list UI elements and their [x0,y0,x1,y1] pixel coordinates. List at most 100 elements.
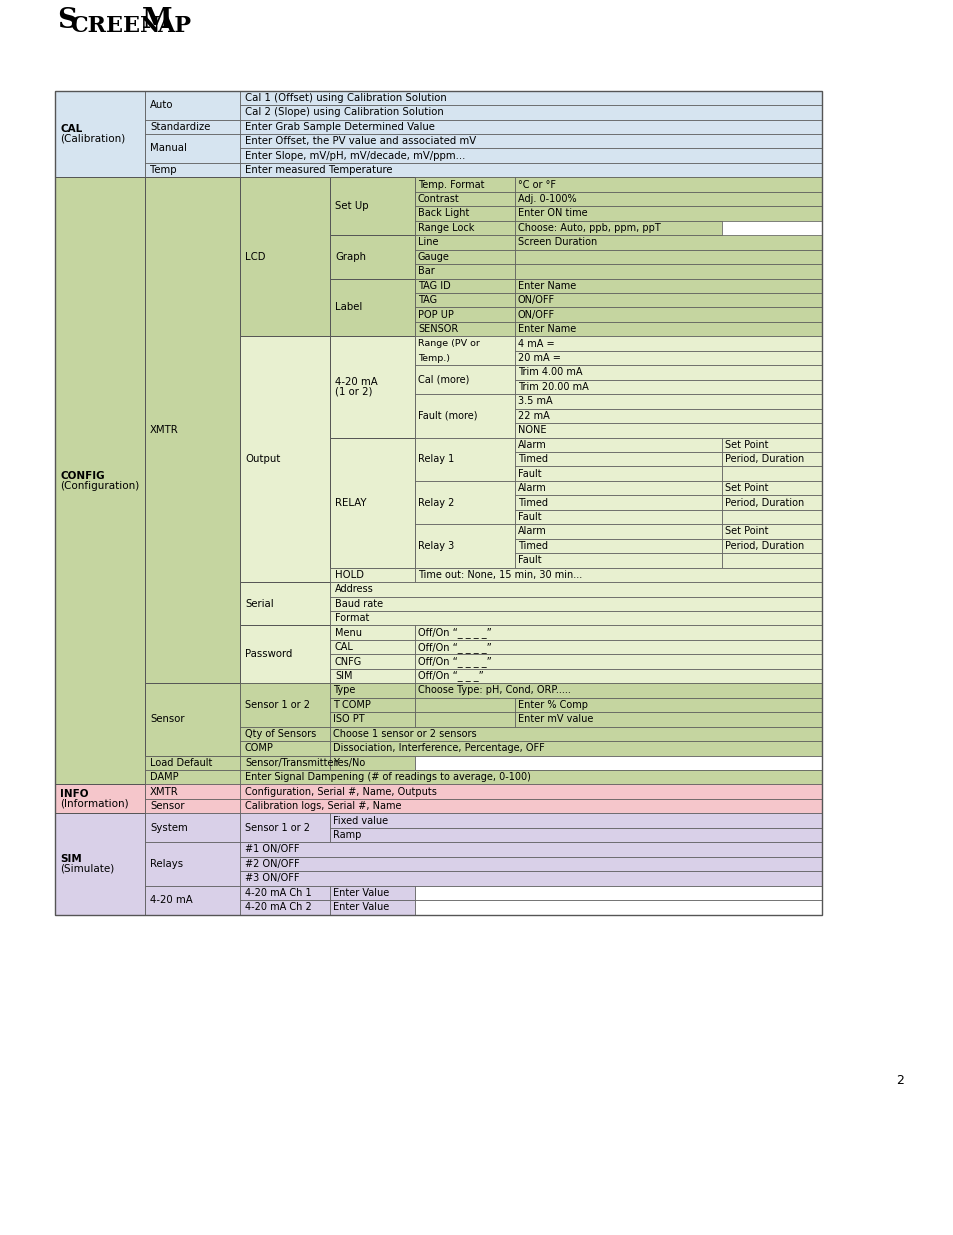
Text: Trim 4.00 mA: Trim 4.00 mA [517,368,582,378]
Bar [145,178,240,683]
Bar [515,221,721,235]
Bar [515,713,821,726]
Text: Choose Type: pH, Cond, ORP.....: Choose Type: pH, Cond, ORP..... [417,685,570,695]
Text: Sensor: Sensor [150,802,184,811]
Text: Cal 1 (Offset) using Calibration Solution: Cal 1 (Offset) using Calibration Solutio… [245,93,446,103]
Text: Password: Password [245,650,292,659]
Text: Address: Address [335,584,374,594]
Bar [330,568,415,582]
Text: Sensor: Sensor [150,714,184,725]
Bar [240,163,821,178]
Text: Enter Name: Enter Name [517,280,576,290]
Text: CNFG: CNFG [335,657,362,667]
Text: Relays: Relays [150,858,183,869]
Text: Timed: Timed [517,541,547,551]
Text: (1 or 2): (1 or 2) [335,387,372,396]
Bar [145,784,240,799]
Bar [55,90,821,914]
Text: 2: 2 [895,1074,903,1088]
Bar [515,424,821,437]
Text: Temp: Temp [150,165,176,175]
Text: Off/On “_ _ _”: Off/On “_ _ _” [417,671,483,682]
Text: System: System [150,823,188,832]
Bar [240,885,330,900]
Bar [721,510,821,524]
Text: Enter % Comp: Enter % Comp [517,700,587,710]
Text: RELAY: RELAY [335,498,366,508]
Bar [145,842,240,885]
Bar [415,655,821,669]
Bar [145,163,240,178]
Text: #1 ON/OFF: #1 ON/OFF [245,845,299,855]
Text: Period, Duration: Period, Duration [724,541,803,551]
Bar [415,178,515,191]
Text: #2 ON/OFF: #2 ON/OFF [245,858,299,869]
Bar [240,120,821,133]
Bar [515,366,821,379]
Bar [415,524,515,568]
Text: Trim 20.00 mA: Trim 20.00 mA [517,382,588,391]
Bar [515,553,721,568]
Bar [330,279,415,336]
Bar [145,133,240,163]
Text: T COMP: T COMP [333,700,371,710]
Bar [515,235,821,249]
Bar [240,683,330,726]
Text: Auto: Auto [150,100,173,110]
Bar [721,480,821,495]
Bar [145,90,240,120]
Text: AP: AP [157,15,191,37]
Text: ON/OFF: ON/OFF [517,295,555,305]
Bar [515,538,721,553]
Text: 4-20 mA: 4-20 mA [150,895,193,905]
Text: XMTR: XMTR [150,425,178,435]
Text: Calibration logs, Serial #, Name: Calibration logs, Serial #, Name [245,802,401,811]
Text: HOLD: HOLD [335,569,364,580]
Bar [415,698,515,713]
Text: Enter Name: Enter Name [517,324,576,335]
Text: CONFIG: CONFIG [60,471,105,480]
Text: Enter measured Temperature: Enter measured Temperature [245,165,392,175]
Text: SIM: SIM [60,853,82,864]
Bar [55,178,145,784]
Text: SENSOR: SENSOR [417,324,457,335]
Text: Load Default: Load Default [150,758,213,768]
Bar [240,842,821,857]
Text: (Calibration): (Calibration) [60,133,125,144]
Text: 4-20 mA Ch 1: 4-20 mA Ch 1 [245,888,312,898]
Text: Adj. 0-100%: Adj. 0-100% [517,194,576,204]
Bar [330,683,415,698]
Bar [55,90,145,178]
Text: Alarm: Alarm [517,526,546,536]
Bar [330,814,821,827]
Text: #3 ON/OFF: #3 ON/OFF [245,873,299,883]
Bar [415,366,515,394]
Text: 22 mA: 22 mA [517,411,549,421]
Text: Enter mV value: Enter mV value [517,714,593,725]
Text: XMTR: XMTR [150,787,178,797]
Bar [330,437,415,568]
Bar [515,249,821,264]
Bar [415,568,821,582]
Bar [415,293,515,308]
Bar [240,857,821,871]
Bar [415,756,821,769]
Bar [240,625,330,683]
Bar [240,178,330,336]
Bar [515,409,821,424]
Text: Relay 2: Relay 2 [417,498,454,508]
Text: Fault (more): Fault (more) [417,411,477,421]
Text: Enter ON time: Enter ON time [517,209,587,219]
Bar [721,524,821,538]
Text: Relay 3: Relay 3 [417,541,454,551]
Text: Off/On “_ _ _ _”: Off/On “_ _ _ _” [417,656,491,667]
Bar [415,308,515,322]
Text: Set Point: Set Point [724,526,768,536]
Bar [415,191,515,206]
Bar [240,105,821,120]
Text: Temp.): Temp.) [417,353,450,363]
Text: CAL: CAL [60,124,82,135]
Text: S: S [57,7,77,33]
Bar [240,726,330,741]
Text: °C or °F: °C or °F [517,179,556,190]
